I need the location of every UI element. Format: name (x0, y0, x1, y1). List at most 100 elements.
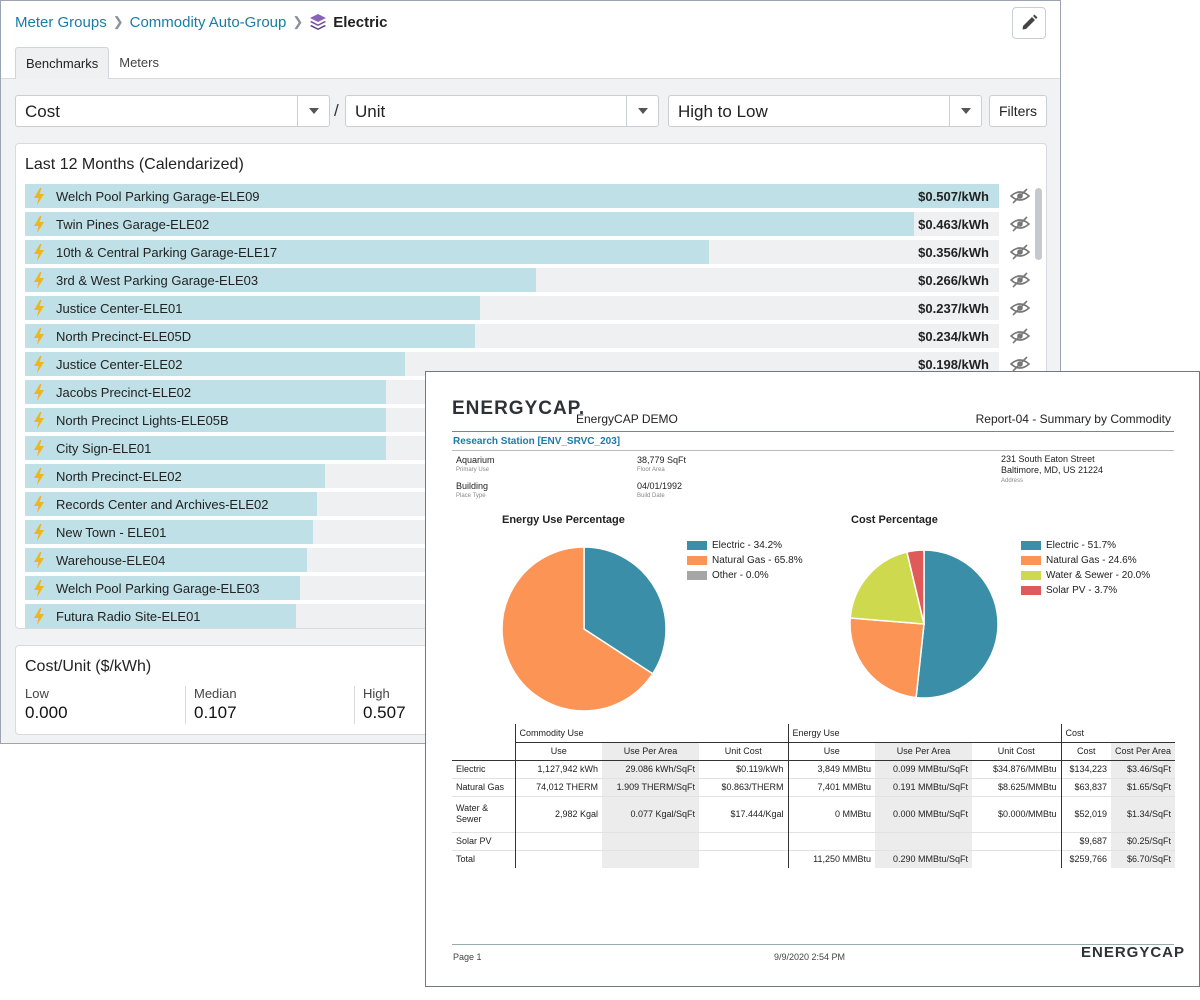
meter-name[interactable]: Futura Radio Site-ELE01 (56, 609, 201, 624)
lightning-bolt-icon (34, 188, 44, 205)
lightning-bolt-icon (34, 412, 44, 429)
scrollbar[interactable] (1035, 188, 1042, 260)
filters-button[interactable]: Filters (989, 95, 1047, 127)
lightning-bolt-icon (34, 216, 44, 233)
tab-benchmarks[interactable]: Benchmarks (15, 47, 110, 79)
hide-eye-icon[interactable] (1009, 299, 1031, 317)
bar-track (25, 184, 999, 208)
unit-select[interactable]: Unit (345, 95, 659, 127)
lightning-bolt-icon (34, 552, 44, 569)
meter-name[interactable]: North Precinct-ELE02 (56, 469, 182, 484)
benchmark-row[interactable]: Records Center and Archives-ELE02 (25, 492, 1031, 516)
bar-fill (25, 352, 405, 376)
bar-fill (25, 296, 480, 320)
meter-value: $0.266/kWh (918, 273, 989, 288)
benchmark-row[interactable]: 3rd & West Parking Garage-ELE03 $0.266/kW… (25, 268, 1031, 292)
chevron-right-icon: ❯ (292, 14, 304, 29)
breadcrumb-commodity-auto-group[interactable]: Commodity Auto-Group (129, 13, 287, 31)
table-row: Solar PV $9,687 $0.25/SqFt (452, 832, 1176, 850)
legend-label: Natural Gas - 24.6% (1046, 555, 1137, 566)
bar-track (25, 240, 999, 264)
page-number: Page 1 (453, 952, 482, 962)
unit-select-value: Unit (355, 102, 386, 121)
legend-swatch (1021, 541, 1041, 550)
edit-button[interactable] (1012, 7, 1046, 39)
table-cell: $134,223 (1060, 760, 1111, 778)
group-energy-use: Energy Use (787, 724, 1061, 743)
column-header: Unit Cost (724, 746, 762, 756)
meter-name[interactable]: North Precinct Lights-ELE05B (56, 413, 229, 428)
chevron-right-icon: ❯ (112, 14, 124, 29)
meter-name[interactable]: Records Center and Archives-ELE02 (56, 497, 269, 512)
table-cell: 29.086 kWh/SqFt (602, 760, 699, 778)
pie-slice (849, 551, 925, 625)
benchmark-row[interactable]: North Precinct-ELE05D $0.234/kWh (25, 324, 1031, 348)
meter-name[interactable]: Jacobs Precinct-ELE02 (56, 385, 192, 400)
meter-name[interactable]: New Town - ELE01 (56, 525, 167, 540)
hide-eye-icon[interactable] (1009, 187, 1031, 205)
report-company: EnergyCAP DEMO (576, 412, 678, 426)
benchmark-row[interactable]: 10th & Central Parking Garage-ELE17 $0.35… (25, 240, 1031, 264)
bar-fill (25, 464, 325, 488)
hide-eye-icon[interactable] (1009, 271, 1031, 289)
hide-eye-icon[interactable] (1009, 243, 1031, 261)
hide-eye-icon[interactable] (1009, 215, 1031, 233)
meter-name[interactable]: 3rd & West Parking Garage-ELE03 (56, 273, 259, 288)
legend-label: Water & Sewer - 20.0% (1046, 570, 1151, 581)
table-corner (452, 742, 515, 760)
meter-name[interactable]: North Precinct-ELE05D (56, 329, 192, 344)
bar-fill (25, 184, 999, 208)
caret-down-icon (626, 96, 658, 126)
table-cell: $259,766 (1060, 850, 1111, 868)
table-total-row: Total 11,250 MMBtu 0.290 MMBtu/SqFt $259,76… (452, 850, 1176, 868)
bar-track (25, 296, 999, 320)
lightning-bolt-icon (34, 524, 44, 541)
table-cell (699, 850, 788, 868)
table-cell: 0.000 MMBtu/SqFt (875, 796, 972, 832)
meter-name[interactable]: Warehouse-ELE04 (56, 553, 166, 568)
table-cell: $6.70/SqFt (1111, 850, 1176, 868)
lightning-bolt-icon (34, 328, 44, 345)
row-label: Solar PV (456, 835, 492, 846)
bar-fill (25, 380, 386, 404)
benchmark-row[interactable]: Justice Center-ELE01 $0.237/kWh (25, 296, 1031, 320)
hide-eye-icon[interactable] (1009, 355, 1031, 373)
legend-item: Electric - 34.2% (687, 540, 782, 551)
bar-fill (25, 436, 386, 460)
meter-value: $0.234/kWh (918, 329, 989, 344)
table-cell (787, 832, 875, 850)
sort-select[interactable]: High to Low (668, 95, 982, 127)
meter-name[interactable]: Welch Pool Parking Garage-ELE03 (56, 581, 260, 596)
table-cell: 0.099 MMBtu/SqFt (875, 760, 972, 778)
meter-name[interactable]: Twin Pines Garage-ELE02 (56, 217, 210, 232)
group-cost: Cost (1060, 724, 1176, 743)
meter-name[interactable]: 10th & Central Parking Garage-ELE17 (56, 245, 278, 260)
tab-meters[interactable]: Meters (119, 55, 159, 70)
meter-name[interactable]: Justice Center-ELE02 (56, 357, 183, 372)
stat-median: Median 0.107 (185, 686, 237, 724)
breadcrumb-meter-groups[interactable]: Meter Groups (15, 13, 107, 31)
place-type-label: Place Type (456, 493, 486, 499)
divider (452, 431, 1174, 432)
meter-name[interactable]: City Sign-ELE01 (56, 441, 152, 456)
benchmark-row[interactable]: Twin Pines Garage-ELE02 $0.463/kWh (25, 212, 1031, 236)
bar-fill (25, 408, 386, 432)
caret-down-icon (297, 96, 329, 126)
lightning-bolt-icon (34, 608, 44, 625)
pie-slice (501, 546, 654, 712)
meter-name[interactable]: Welch Pool Parking Garage-ELE09 (56, 189, 260, 204)
site-name: Research Station [ENV_SRVC_203] (453, 436, 621, 447)
divider (452, 450, 1174, 451)
meter-name[interactable]: Justice Center-ELE01 (56, 301, 183, 316)
meter-value: $0.237/kWh (918, 301, 989, 316)
legend-swatch (1021, 586, 1041, 595)
place-type: Building (456, 481, 489, 491)
pie-slice (915, 549, 999, 699)
bar-fill (25, 240, 709, 264)
table-cell: $9,687 (1060, 832, 1111, 850)
hide-eye-icon[interactable] (1009, 327, 1031, 345)
table-row: Electric 1,127,942 kWh 29.086 kWh/SqFt $0.1… (452, 760, 1176, 778)
benchmark-row[interactable]: Welch Pool Parking Garage-ELE09 $0.507/kW… (25, 184, 1031, 208)
metric-select[interactable]: Cost (15, 95, 330, 127)
bar-fill (25, 212, 914, 236)
